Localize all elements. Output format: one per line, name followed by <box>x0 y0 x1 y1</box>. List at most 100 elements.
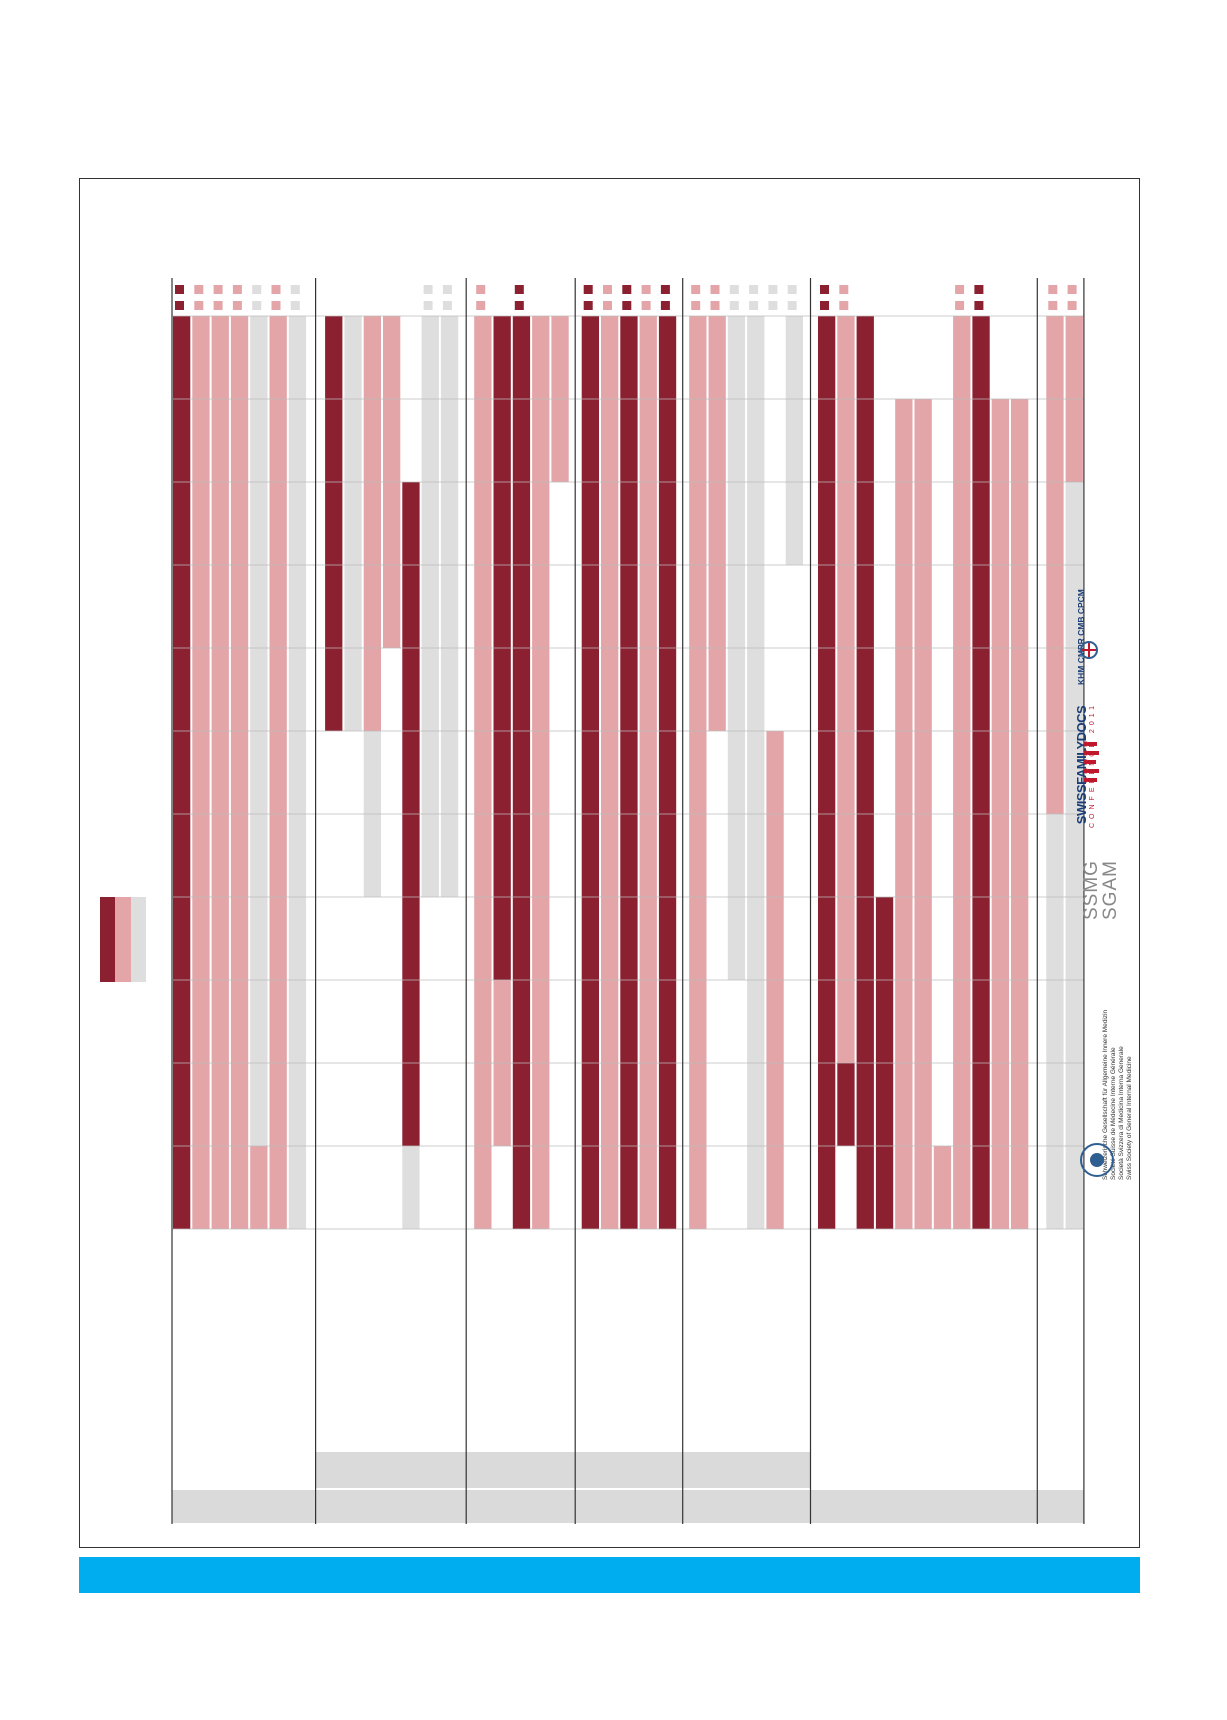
schedule-marker-a-g0-r6 <box>290 285 300 294</box>
schedule-bar-g0-r0-s0 <box>173 316 191 1229</box>
kmi-emblem-icon <box>1080 641 1098 659</box>
schedule-marker-a-g4-r3 <box>749 285 759 294</box>
sgaim-line-it: Società Svizzera di Medicina Interna Gen… <box>1118 1046 1125 1180</box>
sgaim-seal-icon <box>1080 1143 1114 1177</box>
schedule-marker-b-g5-r0 <box>820 301 829 310</box>
ssmg-logo-text: SSMG SGAM <box>1081 840 1122 920</box>
schedule-bar-g3-r0-s0 <box>581 316 599 1229</box>
schedule-marker-b-g0-r5 <box>271 301 281 310</box>
schedule-marker-b-g5-r7 <box>955 301 965 310</box>
ssmg-line1: SSMG <box>1081 860 1102 920</box>
kmi-title: KHM CMPR CMB CPCM <box>1076 589 1086 685</box>
schedule-marker-a-g2-r2 <box>514 285 524 294</box>
schedule-bar-g1-r5-s0 <box>421 316 439 897</box>
schedule-bar-g5-r1-s1 <box>837 1063 855 1146</box>
schedule-marker-b-g0-r4 <box>252 301 262 310</box>
schedule-bar-g3-r2-s0 <box>620 316 638 1229</box>
schedule-bar-g5-r0-s0 <box>818 316 836 1229</box>
sgaim-line-en: Swiss Society of General Internal Medici… <box>1126 1056 1133 1180</box>
schedule-marker-b-g3-r2 <box>622 301 632 310</box>
header-shade-band <box>172 1490 1084 1523</box>
schedule-bar-g4-r1-s0 <box>708 316 726 731</box>
legend-swatch-gray <box>130 897 146 982</box>
sgaim-line-de: Schweizerische Gesellschaft für Allgemei… <box>1102 1009 1109 1180</box>
schedule-marker-b-g3-r0 <box>583 301 593 310</box>
schedule-marker-b-g5-r1 <box>839 301 849 310</box>
schedule-marker-a-g6-r0 <box>1048 285 1058 294</box>
schedule-marker-a-g3-r0 <box>583 285 593 294</box>
schedule-bar-g3-r1-s0 <box>601 316 619 1229</box>
schedule-bar-g2-r3-s0 <box>532 316 550 1229</box>
schedule-bar-g1-r0-s0 <box>325 316 343 731</box>
schedule-marker-a-g0-r5 <box>271 285 281 294</box>
schedule-bar-g1-r4-s1 <box>402 1146 420 1229</box>
sgaim-line-fr: Société Suisse de Médecine Interne Génér… <box>1110 1047 1117 1180</box>
schedule-bar-g2-r0-s0 <box>474 316 492 1229</box>
legend-swatch-pink <box>115 897 131 982</box>
schedule-marker-b-g0-r0 <box>175 301 184 310</box>
schedule-bar-g0-r6-s0 <box>288 316 307 1229</box>
schedule-bar-g3-r4-s0 <box>658 316 677 1229</box>
schedule-marker-b-g4-r5 <box>787 301 797 310</box>
schedule-marker-a-g0-r4 <box>252 285 262 294</box>
schedule-marker-b-g2-r0 <box>476 301 486 310</box>
schedule-bar-g1-r2-s0 <box>363 316 381 731</box>
schedule-marker-a-g4-r5 <box>787 285 797 294</box>
schedule-marker-b-g1-r6 <box>442 301 452 310</box>
schedule-bar-g5-r6-s0 <box>933 1146 952 1229</box>
schedule-bar-g6-r0-s1 <box>1046 814 1064 1229</box>
schedule-marker-b-g6-r1 <box>1067 301 1077 310</box>
schedule-marker-b-g0-r2 <box>213 301 223 310</box>
schedule-marker-b-g1-r5 <box>423 301 433 310</box>
schedule-bar-g4-r0-s0 <box>689 316 707 1229</box>
schedule-bar-g6-r1-s1 <box>1065 482 1083 1229</box>
legend-swatch-dark <box>100 897 116 982</box>
schedule-marker-b-g3-r4 <box>660 301 670 310</box>
schedule-marker-b-g3-r1 <box>603 301 612 310</box>
schedule-marker-a-g6-r1 <box>1067 285 1077 294</box>
schedule-bar-g4-r3-s0 <box>747 316 765 1229</box>
schedule-marker-a-g3-r2 <box>622 285 632 294</box>
schedule-marker-a-g0-r3 <box>232 285 242 294</box>
schedule-marker-b-g4-r3 <box>749 301 759 310</box>
schedule-marker-b-g0-r1 <box>194 301 204 310</box>
schedule-marker-a-g4-r2 <box>729 285 739 294</box>
schedule-marker-b-g5-r8 <box>974 301 984 310</box>
schedule-marker-a-g0-r0 <box>175 285 184 294</box>
schedule-marker-a-g3-r3 <box>641 285 651 294</box>
schedule-marker-a-g4-r4 <box>768 285 778 294</box>
schedule-marker-b-g0-r3 <box>232 301 242 310</box>
ssmg-logo: SSMG SGAM <box>1081 840 1122 920</box>
schedule-bar-g5-r2-s0 <box>856 316 874 1229</box>
schedule-bar-g1-r1-s0 <box>344 316 362 731</box>
schedule-bar-g5-r8-s0 <box>972 316 990 1229</box>
schedule-bar-g2-r2-s0 <box>512 316 531 1229</box>
schedule-marker-b-g4-r1 <box>710 301 720 310</box>
schedule-marker-a-g3-r4 <box>660 285 670 294</box>
schedule-bar-g0-r2-s0 <box>211 316 229 1229</box>
schedule-bar-g0-r4-s1 <box>250 1146 268 1229</box>
schedule-bar-g5-r1-s0 <box>837 316 855 1063</box>
schedule-bar-g5-r7-s0 <box>953 316 971 1229</box>
schedule-bar-g3-r3-s0 <box>639 316 657 1229</box>
schedule-marker-a-g5-r8 <box>974 285 984 294</box>
schedule-marker-a-g2-r0 <box>476 285 486 294</box>
schedule-bar-g1-r6-s0 <box>440 316 459 897</box>
schedule-marker-a-g1-r6 <box>442 285 452 294</box>
sgaim-logo-text: Schweizerische Gesellschaft für Allgemei… <box>1102 925 1152 1180</box>
header-shade-subband <box>315 1452 811 1488</box>
schedule-marker-a-g5-r7 <box>955 285 965 294</box>
legend <box>100 897 146 982</box>
schedule-marker-a-g4-r1 <box>710 285 720 294</box>
ssmg-line2: SGAM <box>1100 860 1121 920</box>
kmi-logo: KHM CMPR CMB CPCM <box>1076 585 1136 685</box>
schedule-marker-a-g3-r1 <box>603 285 612 294</box>
schedule-marker-a-g1-r5 <box>423 285 433 294</box>
schedule-marker-b-g3-r3 <box>641 301 651 310</box>
schedule-marker-b-g6-r0 <box>1048 301 1058 310</box>
schedule-bar-g0-r1-s0 <box>192 316 210 1229</box>
footer-blue-band <box>79 1557 1140 1593</box>
schedule-bar-g0-r3-s0 <box>230 316 249 1229</box>
people-icon <box>1083 741 1099 783</box>
